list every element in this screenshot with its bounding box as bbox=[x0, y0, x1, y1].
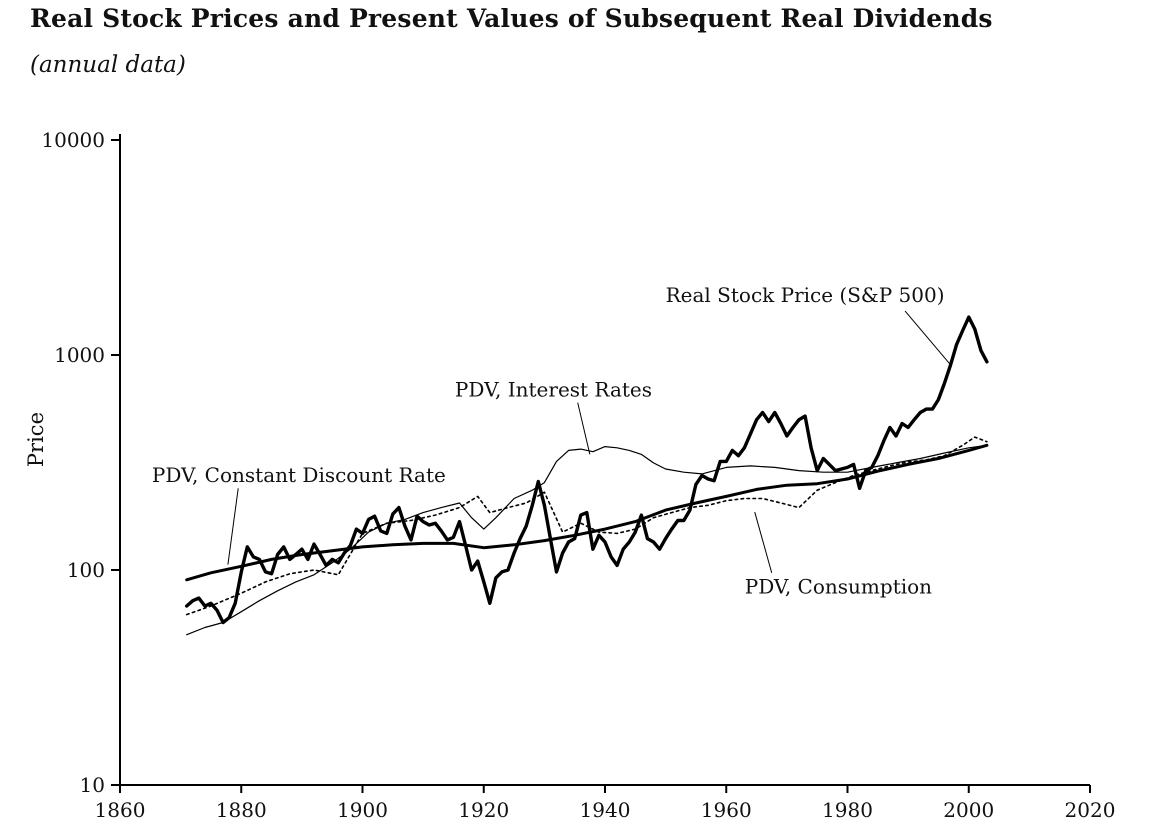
annotation-leader-line bbox=[904, 310, 951, 366]
figure-title: Real Stock Prices and Present Values of … bbox=[30, 4, 993, 33]
annotation-label: PDV, Interest Rates bbox=[455, 378, 652, 402]
figure-subtitle: (annual data) bbox=[30, 52, 186, 78]
y-tick-label: 10 bbox=[80, 773, 105, 797]
line-chart: 10 100 1000 10000 1860 1880 1900 1920 1940 1960 19… bbox=[41, 128, 1116, 822]
series-real-stock-price-s-p-500 bbox=[184, 315, 989, 625]
series-pdv-consumption bbox=[185, 436, 988, 616]
y-tick-label: 1000 bbox=[54, 343, 105, 367]
series-pdv-constant-discount-rate bbox=[185, 443, 989, 582]
annotation-label: PDV, Constant Discount Rate bbox=[152, 463, 446, 487]
annotation-leader-line bbox=[227, 488, 239, 565]
x-tick-label: 2020 bbox=[1065, 798, 1116, 822]
x-tick-label: 2000 bbox=[943, 798, 994, 822]
x-tick-label: 1960 bbox=[701, 798, 752, 822]
x-tick-label: 1940 bbox=[580, 798, 631, 822]
annotation-label: PDV, Consumption bbox=[745, 574, 932, 598]
annotation-label: Real Stock Price (S&P 500) bbox=[666, 283, 945, 307]
y-tick-label: 100 bbox=[67, 558, 105, 582]
x-tick-label: 1920 bbox=[458, 798, 509, 822]
x-tick-label: 1880 bbox=[216, 798, 267, 822]
annotation-leader-line bbox=[577, 402, 591, 455]
x-tick-label: 1980 bbox=[822, 798, 873, 822]
annotation-leader-line bbox=[754, 511, 773, 573]
y-tick-label: 10000 bbox=[41, 128, 105, 152]
x-tick-label: 1860 bbox=[95, 798, 146, 822]
series-pdv-interest-rates bbox=[186, 444, 988, 636]
x-tick-label: 1900 bbox=[337, 798, 388, 822]
